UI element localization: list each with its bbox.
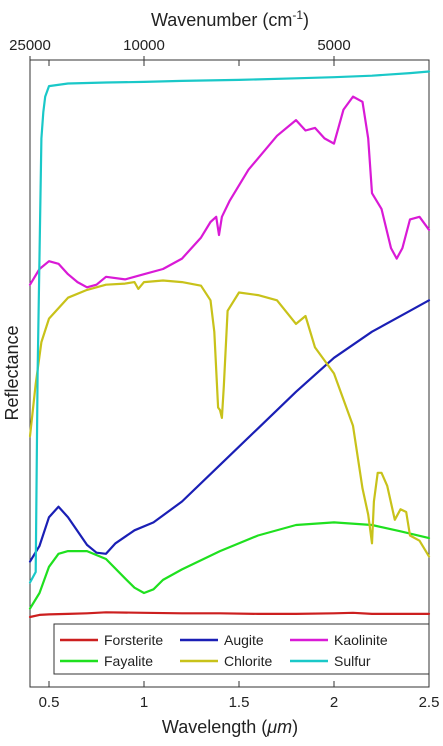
top-tick-label: 25000 [9,37,51,54]
x-tick-label: 1.5 [229,694,250,711]
series-line-forsterite [28,611,431,619]
legend-label-fayalite: Fayalite [104,653,153,669]
x-tick-label: 2.5 [419,694,440,711]
legend-label-kaolinite: Kaolinite [334,632,388,648]
top-axis-title: Wavenumber (cm-1) [151,8,309,30]
legend-items: Forsterite Fayalite Augite Chlorite Kaolinit… [60,632,388,669]
x-tick-label: 0.5 [39,694,60,711]
series-line-augite [28,299,431,563]
legend-label-forsterite: Forsterite [104,632,163,648]
legend-label-augite: Augite [224,632,264,648]
x-tick-label: 1 [140,694,148,711]
top-tick-label: 10000 [123,37,165,54]
legend-box [53,623,430,675]
series-line-kaolinite [28,95,431,289]
top-axis-title-superscript: -1 [292,8,303,22]
top-axis-ticks: 25000 10000 5000 [9,37,351,60]
legend: Forsterite Fayalite Augite Chlorite Kaolinit… [53,623,430,675]
legend-label-sulfur: Sulfur [334,653,371,669]
y-axis-title: Reflectance [2,325,22,420]
legend-label-chlorite: Chlorite [224,653,272,669]
series-line-chlorite [28,279,431,558]
top-tick-label: 5000 [317,37,350,54]
series-lines [28,70,431,619]
x-axis-title: Wavelength (μm) [162,717,298,737]
x-axis-ticks: 0.5 1 1.5 2 2.5 [39,60,440,711]
x-tick-label: 2 [330,694,338,711]
x-axis-title-unit: μm [266,717,292,737]
plot-frame [29,59,430,688]
series-line-fayalite [28,521,431,610]
series-line-sulfur [28,70,431,584]
